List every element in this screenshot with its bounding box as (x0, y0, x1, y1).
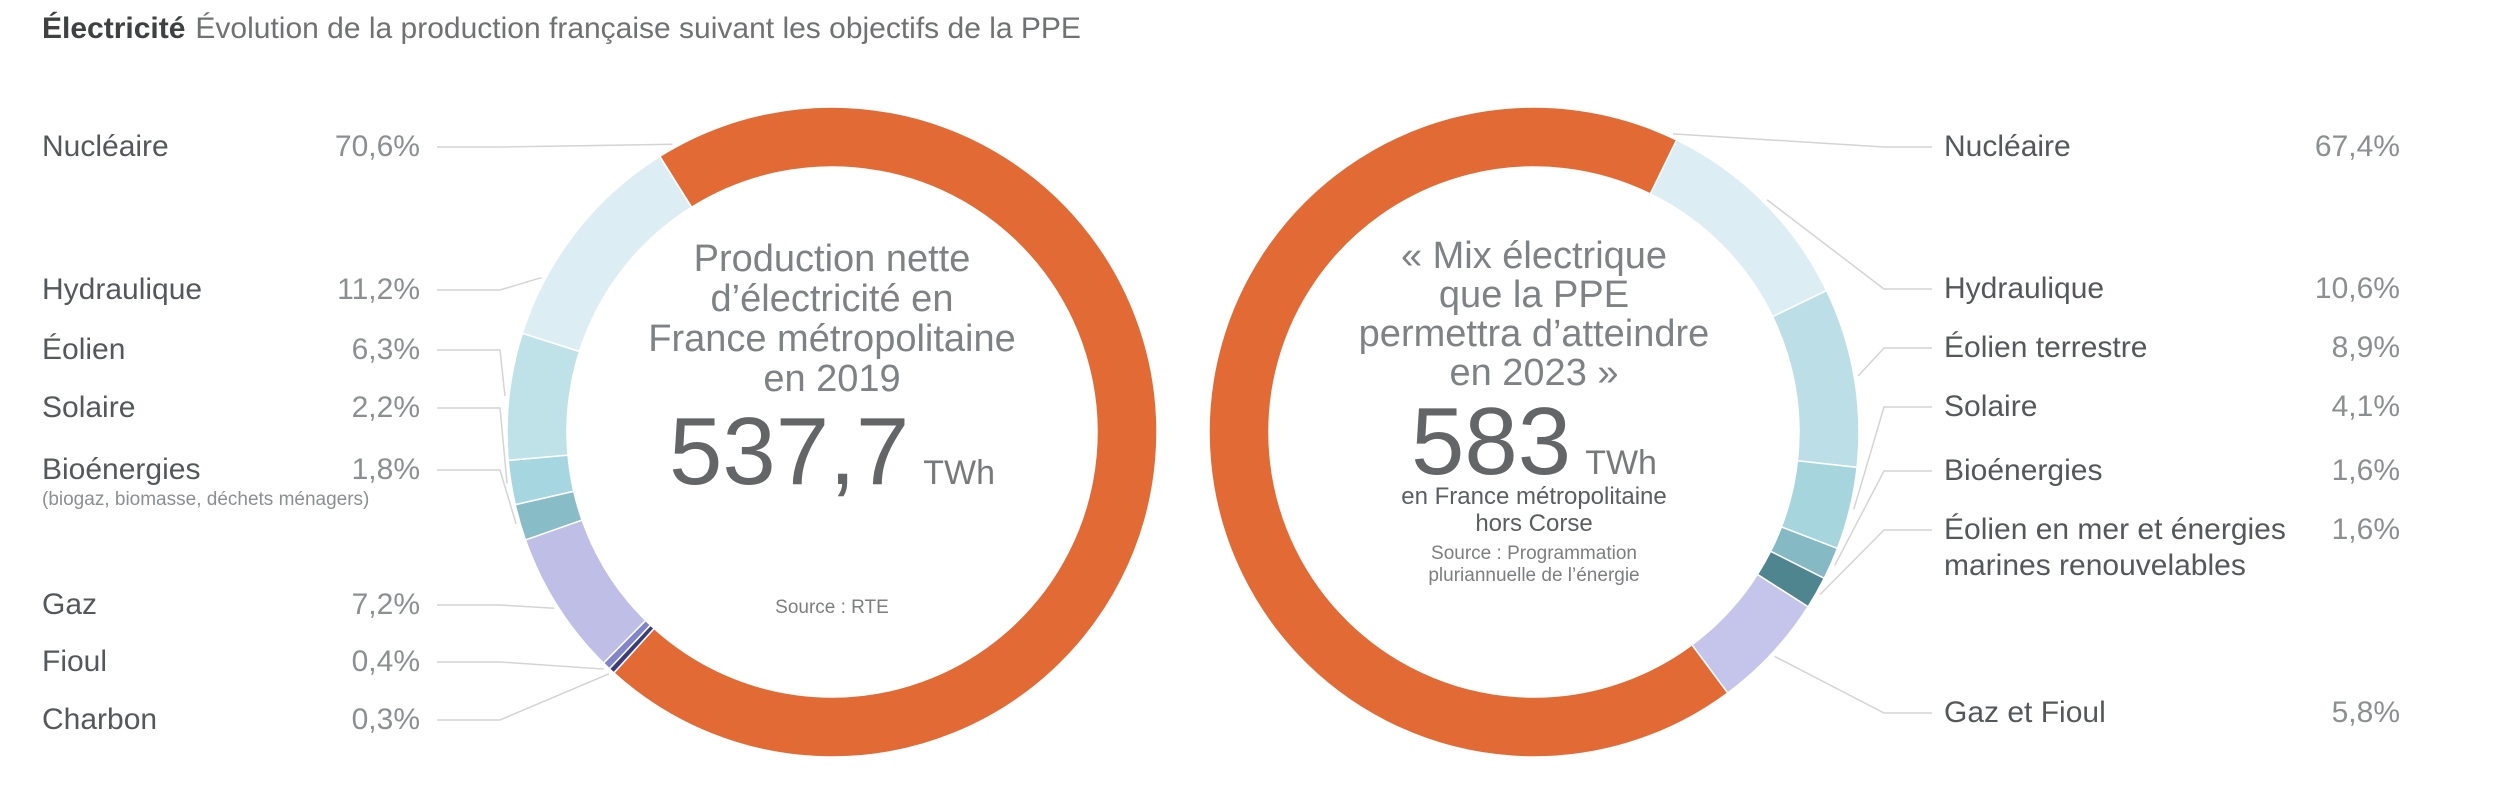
connector-left-bioenergies (437, 469, 517, 525)
legend-value-charbon: 0,3% (351, 703, 420, 736)
legend-item-eolien-terrestre: Éolien terrestre (1944, 331, 2148, 364)
connector-right-bioenergies (1834, 470, 1932, 566)
legend-value-eolien-en-mer-et-energies-marines-renouvelables: 1,6% (2331, 513, 2400, 546)
legend-value-bioenergies: 1,8% (351, 453, 420, 486)
connector-left-hydraulique (437, 276, 542, 291)
legend-value-eolien-terrestre: 8,9% (2331, 331, 2400, 364)
donut-center-title: Production nette d’électricité en France m… (648, 238, 1016, 400)
legend-item-eolien-en-mer-et-energies-marines-renouvelables: Éolien en mer et énergies marines renouve… (1944, 513, 2286, 582)
legend-item-bioenergies: Bioénergies (1944, 454, 2103, 487)
legend-caption-bioenergies: (biogaz, biomasse, déchets ménagers) (42, 489, 370, 510)
donut-source: Source : Programmation pluriannuelle de l… (1428, 543, 1640, 586)
legend-value-solaire: 2,2% (351, 391, 420, 424)
page-title-subtitle: Évolution de la production française sui… (195, 12, 1081, 45)
legend-item-hydraulique: Hydraulique (42, 273, 203, 306)
legend-item-bioenergies: Bioénergies (42, 453, 201, 486)
legend-value-nucleaire: 70,6% (334, 130, 420, 163)
connector-left-gaz (437, 604, 555, 610)
legend-item-solaire: Solaire (1944, 390, 2038, 423)
total-number: 583 (1411, 388, 1572, 495)
legend-value-solaire: 4,1% (2331, 390, 2400, 423)
legend-item-eolien: Éolien (42, 333, 126, 366)
page-title-topic: Électricité (42, 12, 186, 45)
segment-right-nucleaire (1208, 106, 1729, 758)
legend-item-gaz: Gaz (42, 588, 98, 621)
donut-source: Source : RTE (775, 597, 889, 618)
connector-right-eolien-en-mer-et-energies-marines-renouvelables (1819, 529, 1932, 596)
legend-item-hydraulique: Hydraulique (1944, 272, 2105, 305)
segment-left-nucleaire (612, 106, 1158, 758)
connector-left-eolien (437, 349, 506, 396)
donut-total-value: 583 TWh (1214, 389, 1854, 495)
legend-item-fioul: Fioul (42, 645, 108, 678)
connector-right-gaz-et-fioul (1774, 655, 1932, 714)
connector-right-hydraulique (1766, 199, 1932, 290)
segment-left-hydraulique (521, 155, 693, 353)
connector-left-nucleaire (437, 143, 673, 148)
donut-center-subtitle: en France métropolitaine hors Corse (1401, 483, 1667, 537)
connector-left-charbon (437, 673, 610, 721)
legend-item-gaz-et-fioul: Gaz et Fioul (1944, 696, 2106, 729)
segment-right-gaz-et-fioul (1690, 573, 1810, 694)
connector-left-solaire (437, 407, 508, 484)
connector-right-eolien-terrestre (1857, 347, 1932, 377)
legend-item-solaire: Solaire (42, 391, 136, 424)
total-unit: TWh (923, 454, 995, 492)
connector-left-fioul (437, 661, 604, 670)
legend-value-nucleaire: 67,4% (2314, 130, 2400, 163)
legend-value-fioul: 0,4% (351, 645, 420, 678)
page-title: Électricité Évolution de la production fr… (42, 12, 1081, 46)
legend-value-hydraulique: 10,6% (2314, 272, 2400, 305)
legend-value-gaz: 7,2% (351, 588, 420, 621)
legend-item-charbon: Charbon (42, 703, 158, 736)
legend-value-bioenergies: 1,6% (2331, 454, 2400, 487)
total-number: 537,7 (668, 398, 910, 505)
connector-right-solaire (1853, 406, 1932, 510)
connector-right-nucleaire (1672, 133, 1932, 148)
total-unit: TWh (1585, 444, 1657, 482)
legend-value-hydraulique: 11,2% (337, 273, 420, 306)
legend-item-nucleaire: Nucléaire (42, 130, 169, 163)
donut-left (437, 106, 1158, 758)
legend-item-nucleaire: Nucléaire (1944, 130, 2071, 163)
donut-right (1208, 106, 1932, 758)
donut-center-title: « Mix électrique que la PPE permettra d’at… (1358, 235, 1710, 394)
donut-total-value: 537,7 TWh (512, 399, 1152, 505)
legend-value-eolien: 6,3% (351, 333, 420, 366)
legend-value-gaz-et-fioul: 5,8% (2331, 696, 2400, 729)
